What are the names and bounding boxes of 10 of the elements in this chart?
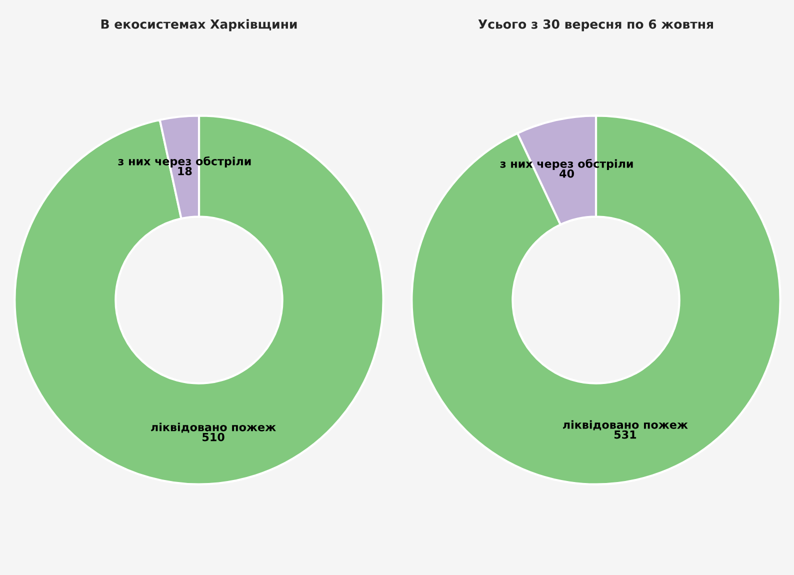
donut-slice [410,114,782,486]
donut-slice [14,114,384,486]
data-label: 510 [202,432,224,442]
data-label: 18 [178,166,192,176]
chart-title: В екосистемах Харківщини [101,19,297,32]
data-label: 531 [614,430,636,439]
slice-label: ліквідовано пожеж [563,420,688,430]
chart-title: Усього з 30 вересня по 6 жовтня [478,19,714,32]
data-label: 40 [560,169,574,178]
slice-label: ліквідовано пожеж [151,422,276,433]
